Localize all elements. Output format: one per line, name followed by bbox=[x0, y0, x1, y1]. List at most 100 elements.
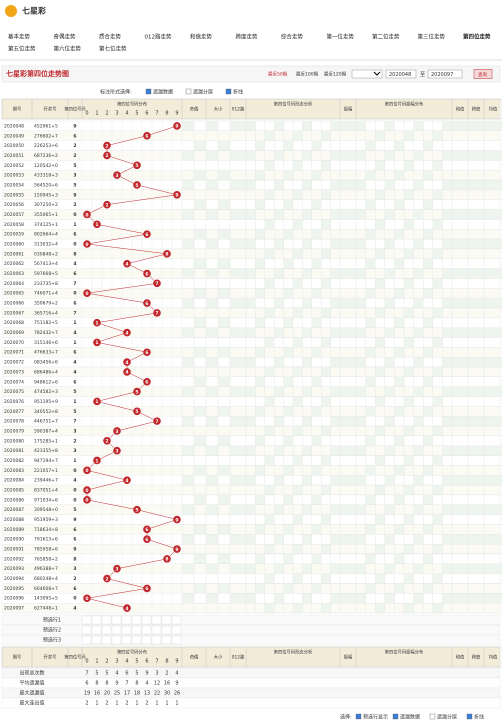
cell bbox=[264, 307, 275, 318]
preselect-cell[interactable] bbox=[151, 615, 162, 625]
to-input[interactable] bbox=[427, 69, 463, 79]
stat-value: 1 bbox=[175, 701, 178, 707]
preselect-cell[interactable] bbox=[141, 625, 152, 635]
query-button[interactable] bbox=[473, 69, 493, 79]
nav-tab[interactable]: 第七位走势 bbox=[99, 45, 127, 53]
cell bbox=[355, 563, 366, 574]
stat-value: 20 bbox=[104, 691, 110, 697]
nav-tab[interactable]: 012路走势 bbox=[145, 33, 172, 41]
cell bbox=[339, 179, 357, 191]
nav-tab[interactable]: 第二位走势 bbox=[372, 33, 400, 41]
period: 2020092 bbox=[4, 556, 24, 562]
cell bbox=[403, 160, 414, 171]
cell bbox=[255, 229, 265, 240]
cell bbox=[274, 150, 284, 161]
preselect-cell[interactable] bbox=[81, 615, 92, 625]
cell bbox=[229, 416, 247, 427]
cell bbox=[375, 219, 385, 230]
preselect-cell[interactable] bbox=[171, 625, 182, 635]
preselect-cell[interactable] bbox=[91, 635, 102, 645]
cell bbox=[432, 248, 443, 259]
checkbox[interactable] bbox=[466, 713, 473, 720]
from-input[interactable] bbox=[385, 69, 417, 79]
to-value: 2020097 bbox=[431, 72, 453, 78]
cell bbox=[432, 455, 443, 466]
preselect-cell[interactable] bbox=[81, 635, 92, 645]
preselect-cell[interactable] bbox=[111, 625, 122, 635]
period: 2020050 bbox=[4, 143, 24, 149]
preselect-cell[interactable] bbox=[131, 635, 142, 645]
checkbox[interactable] bbox=[355, 713, 362, 720]
preselect-cell[interactable] bbox=[121, 625, 132, 635]
preselect-cell[interactable] bbox=[161, 635, 172, 645]
nav-tab[interactable]: 第六位走势 bbox=[54, 45, 82, 53]
cell bbox=[467, 268, 485, 279]
nav-tab[interactable]: 和值走势 bbox=[190, 33, 213, 41]
nav-tab[interactable]: 奇偶走势 bbox=[54, 33, 77, 41]
preselect-cell[interactable] bbox=[151, 625, 162, 635]
preselect-cell[interactable] bbox=[141, 635, 152, 645]
preselect-cell[interactable] bbox=[161, 615, 172, 625]
cell bbox=[205, 386, 219, 397]
nav-tab[interactable]: 第三位走势 bbox=[418, 33, 446, 41]
checkbox[interactable] bbox=[225, 88, 232, 95]
period-select[interactable] bbox=[351, 69, 383, 79]
recent-link[interactable]: 最近120期 bbox=[324, 71, 347, 78]
recent-link[interactable]: 最近50期 bbox=[268, 71, 288, 78]
dist-label: 8 bbox=[165, 111, 168, 117]
cell bbox=[274, 209, 284, 220]
header-label: 和值 bbox=[456, 106, 465, 113]
preselect-cell[interactable] bbox=[111, 635, 122, 645]
checkbox[interactable] bbox=[185, 88, 192, 95]
ball-number: 6 bbox=[145, 350, 148, 356]
cell bbox=[229, 297, 247, 309]
nav-tab[interactable]: 质合走势 bbox=[99, 33, 122, 41]
preselect-cell[interactable] bbox=[131, 625, 142, 635]
preselect-cell[interactable] bbox=[101, 635, 112, 645]
preselect-cell[interactable] bbox=[121, 635, 132, 645]
cell bbox=[283, 553, 294, 564]
header-label: 大小 bbox=[214, 106, 223, 113]
logo bbox=[5, 5, 17, 17]
checkbox[interactable] bbox=[429, 713, 436, 720]
cell bbox=[423, 376, 433, 387]
cell bbox=[245, 563, 256, 574]
preselect-cell[interactable] bbox=[101, 615, 112, 625]
nav-tab[interactable]: 跨度走势 bbox=[236, 33, 259, 41]
cell bbox=[229, 327, 247, 338]
cell bbox=[292, 219, 303, 230]
preselect-cell[interactable] bbox=[171, 635, 182, 645]
nav-tab[interactable]: 第一位走势 bbox=[327, 33, 355, 41]
preselect-cell[interactable] bbox=[81, 625, 92, 635]
preselect-cell[interactable] bbox=[121, 615, 132, 625]
cell bbox=[181, 504, 195, 515]
preselect-cell[interactable] bbox=[141, 615, 152, 625]
row-bg bbox=[1, 366, 501, 377]
cell bbox=[330, 120, 341, 131]
nav-tab[interactable]: 第四位走势 bbox=[463, 33, 491, 41]
header-label: 第四位号码 bbox=[64, 106, 86, 113]
preselect-cell[interactable] bbox=[171, 615, 182, 625]
preselect-cell[interactable] bbox=[101, 625, 112, 635]
cell bbox=[384, 534, 395, 545]
ball bbox=[93, 318, 101, 327]
cell bbox=[205, 534, 219, 545]
cell bbox=[451, 504, 469, 515]
nav-tab[interactable]: 第五位走势 bbox=[8, 45, 36, 53]
checkbox[interactable] bbox=[392, 713, 399, 720]
nav-tab[interactable]: 综合走势 bbox=[281, 33, 304, 41]
stat-value: 12 bbox=[154, 681, 160, 687]
recent-link[interactable]: 最近100期 bbox=[296, 71, 319, 78]
preselect-cell[interactable] bbox=[91, 615, 102, 625]
cell bbox=[375, 366, 385, 377]
nav-tab[interactable]: 基本走势 bbox=[8, 33, 31, 41]
preselect-cell[interactable] bbox=[111, 615, 122, 625]
cell bbox=[205, 445, 219, 456]
checkbox[interactable] bbox=[145, 88, 152, 95]
cell bbox=[483, 563, 502, 574]
preselect-cell[interactable] bbox=[151, 635, 162, 645]
preselect-cell[interactable] bbox=[161, 625, 172, 635]
preselect-cell[interactable] bbox=[91, 625, 102, 635]
preselect-cell[interactable] bbox=[131, 615, 142, 625]
cell bbox=[245, 179, 256, 191]
